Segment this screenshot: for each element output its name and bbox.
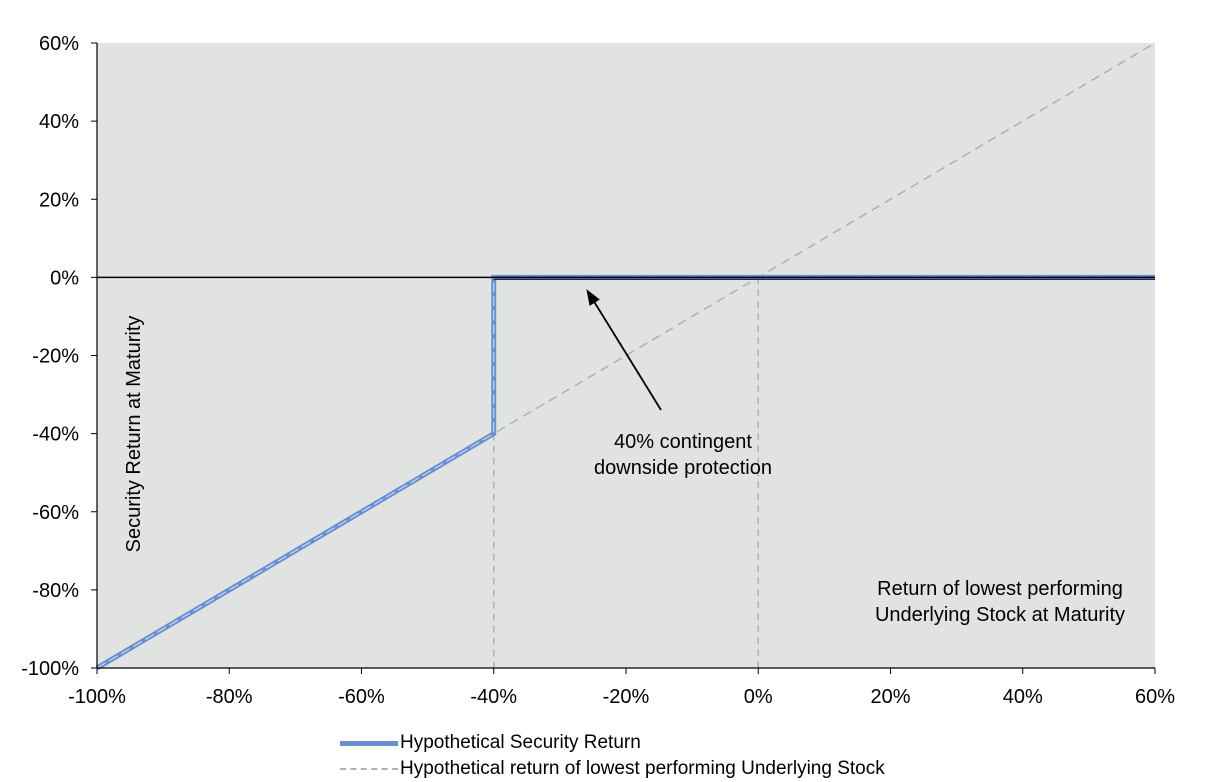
y-axis-label: Security Return at Maturity <box>123 316 145 553</box>
x-tick-label: 20% <box>870 686 910 708</box>
annotation-arrow-head <box>586 289 600 306</box>
y-tick-label: -60% <box>32 502 79 524</box>
legend-label-underlying-return: Hypothetical return of lowest performing… <box>400 758 885 779</box>
legend-swatch-dashed <box>340 768 398 770</box>
annotation-arrow-line <box>590 296 662 411</box>
legend-swatch-solid <box>340 740 398 746</box>
annotation-protection-line1: 40% contingent <box>614 431 752 453</box>
x-tick-label: -80% <box>206 686 253 708</box>
x-tick-label: 0% <box>744 686 773 708</box>
y-tick-label: 60% <box>39 33 79 55</box>
x-axis-label-line1: Return of lowest performing <box>877 578 1123 600</box>
y-tick-label: 20% <box>39 189 79 211</box>
x-tick-label: 40% <box>1003 686 1043 708</box>
x-tick-label: -60% <box>338 686 385 708</box>
y-tick-label: 40% <box>39 111 79 133</box>
legend-label-security-return: Hypothetical Security Return <box>400 732 641 753</box>
annotation-protection-line2: downside protection <box>594 457 772 479</box>
y-tick-label: -80% <box>32 580 79 602</box>
legend-item-security-return: Hypothetical Security Return <box>340 730 885 756</box>
x-tick-label: -20% <box>603 686 650 708</box>
x-tick-label: 60% <box>1135 686 1175 708</box>
legend: Hypothetical Security Return Hypothetica… <box>340 730 885 782</box>
y-tick-label: 0% <box>50 267 79 289</box>
x-tick-label: -100% <box>68 686 126 708</box>
series-underlying-return-line <box>96 42 1156 669</box>
x-tick-label: -40% <box>470 686 517 708</box>
y-tick-label: -20% <box>32 346 79 368</box>
legend-item-underlying-return: Hypothetical return of lowest performing… <box>340 756 885 782</box>
y-tick-label: -40% <box>32 424 79 446</box>
y-tick-label: -100% <box>21 658 79 680</box>
x-axis-label-line2: Underlying Stock at Maturity <box>875 604 1125 626</box>
